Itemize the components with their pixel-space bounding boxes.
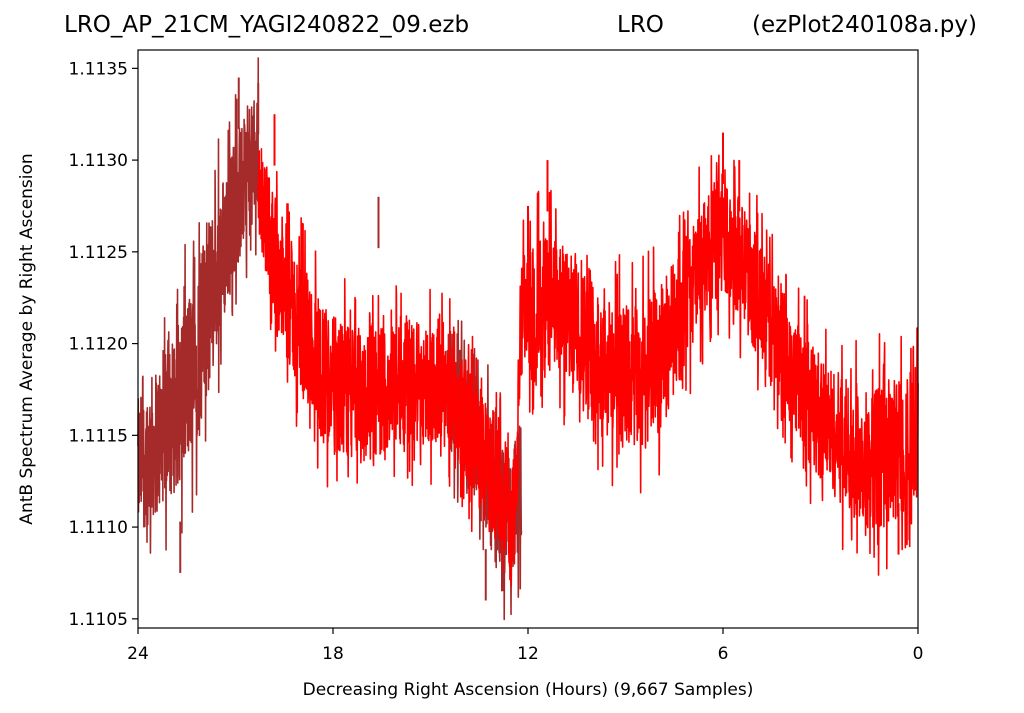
script-title: (ezPlot240108a.py) <box>752 12 977 38</box>
axes-layer: 1.1105 1.1110 1.1115 1.1120 1.1125 1.1130 1.11… <box>69 59 924 664</box>
y-tick-label: 1.1105 <box>69 610 128 630</box>
y-tick-label: 1.1120 <box>69 335 128 355</box>
y-tick-label: 1.1125 <box>69 243 128 263</box>
x-tick-label: 12 <box>517 644 539 664</box>
series-line-0 <box>137 57 260 554</box>
x-tick-label: 24 <box>127 644 149 664</box>
chart-title-row: LRO_AP_21CM_YAGI240822_09.ezb LRO (ezPlo… <box>0 8 1024 42</box>
y-tick-label: 1.1110 <box>69 518 128 538</box>
y-tick-label: 1.1130 <box>69 151 128 171</box>
y-axis-label: AntB Spectrum Average by Right Ascension <box>17 153 37 524</box>
y-tick-label: 1.1135 <box>69 59 128 79</box>
file-name-title: LRO_AP_21CM_YAGI240822_09.ezb <box>64 12 470 38</box>
series-layer <box>137 57 919 621</box>
site-title: LRO <box>617 12 664 38</box>
y-tick-label: 1.1115 <box>69 426 128 446</box>
x-axis-label: Decreasing Right Ascension (Hours) (9,66… <box>303 680 754 700</box>
series-line-2 <box>257 148 919 587</box>
x-tick-label: 6 <box>718 644 729 664</box>
x-tick-label: 18 <box>322 644 344 664</box>
x-tick-label: 0 <box>913 644 924 664</box>
